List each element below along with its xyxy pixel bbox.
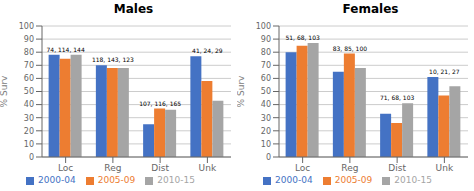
- svg-text:80: 80: [261, 48, 271, 57]
- html-text:Females: Females: [342, 2, 399, 16]
- svg-text:60: 60: [261, 74, 271, 83]
- svg-text:70: 70: [261, 61, 271, 70]
- svg-text:90: 90: [261, 35, 271, 44]
- svg-text:Loc: Loc: [58, 163, 73, 173]
- svg-text:70: 70: [24, 61, 34, 70]
- svg-text:Dist: Dist: [388, 163, 406, 173]
- svg-text:10, 21, 27: 10, 21, 27: [429, 68, 460, 75]
- svg-text:Reg: Reg: [104, 163, 121, 173]
- html-text:2005-09: 2005-09: [334, 175, 373, 185]
- svg-text:50: 50: [261, 87, 271, 96]
- svg-text:83, 85, 100: 83, 85, 100: [333, 45, 368, 52]
- svg-text:74, 114, 144: 74, 114, 144: [47, 46, 85, 53]
- svg-text:Reg: Reg: [341, 163, 358, 173]
- svg-text:107, 116, 165: 107, 116, 165: [139, 100, 181, 107]
- svg-text:80: 80: [24, 48, 34, 57]
- svg-text:71, 68, 103: 71, 68, 103: [380, 94, 415, 101]
- svg-text:30: 30: [24, 114, 34, 123]
- svg-text:20: 20: [261, 127, 271, 136]
- html-text:2005-09: 2005-09: [97, 175, 136, 185]
- svg-text:20: 20: [24, 127, 34, 136]
- html-text:Males: Males: [113, 2, 154, 16]
- svg-text:Unk: Unk: [436, 163, 454, 173]
- svg-text:% Surv: % Surv: [237, 75, 246, 108]
- svg-text:60: 60: [24, 74, 34, 83]
- svg-text:Dist: Dist: [151, 163, 169, 173]
- html-text:2010-15: 2010-15: [394, 175, 432, 185]
- svg-text:0: 0: [29, 153, 34, 162]
- svg-text:50: 50: [24, 87, 34, 96]
- svg-text:40: 40: [261, 100, 271, 109]
- svg-text:100: 100: [19, 22, 34, 31]
- html-text:2000-04: 2000-04: [275, 175, 313, 185]
- svg-text:100: 100: [256, 22, 271, 31]
- svg-text:90: 90: [24, 35, 34, 44]
- svg-text:30: 30: [261, 114, 271, 123]
- html-text:2000-04: 2000-04: [38, 175, 76, 185]
- svg-text:51, 68, 103: 51, 68, 103: [285, 34, 320, 41]
- svg-text:118, 143, 123: 118, 143, 123: [92, 56, 134, 63]
- svg-text:40: 40: [24, 100, 34, 109]
- svg-text:0: 0: [266, 153, 271, 162]
- svg-text:Loc: Loc: [295, 163, 310, 173]
- svg-text:10: 10: [261, 140, 271, 149]
- svg-text:10: 10: [24, 140, 34, 149]
- svg-text:% Surv: % Surv: [8, 75, 9, 108]
- html-text:2010-15: 2010-15: [157, 175, 195, 185]
- svg-text:Unk: Unk: [199, 163, 217, 173]
- svg-text:41, 24, 29: 41, 24, 29: [192, 47, 223, 54]
